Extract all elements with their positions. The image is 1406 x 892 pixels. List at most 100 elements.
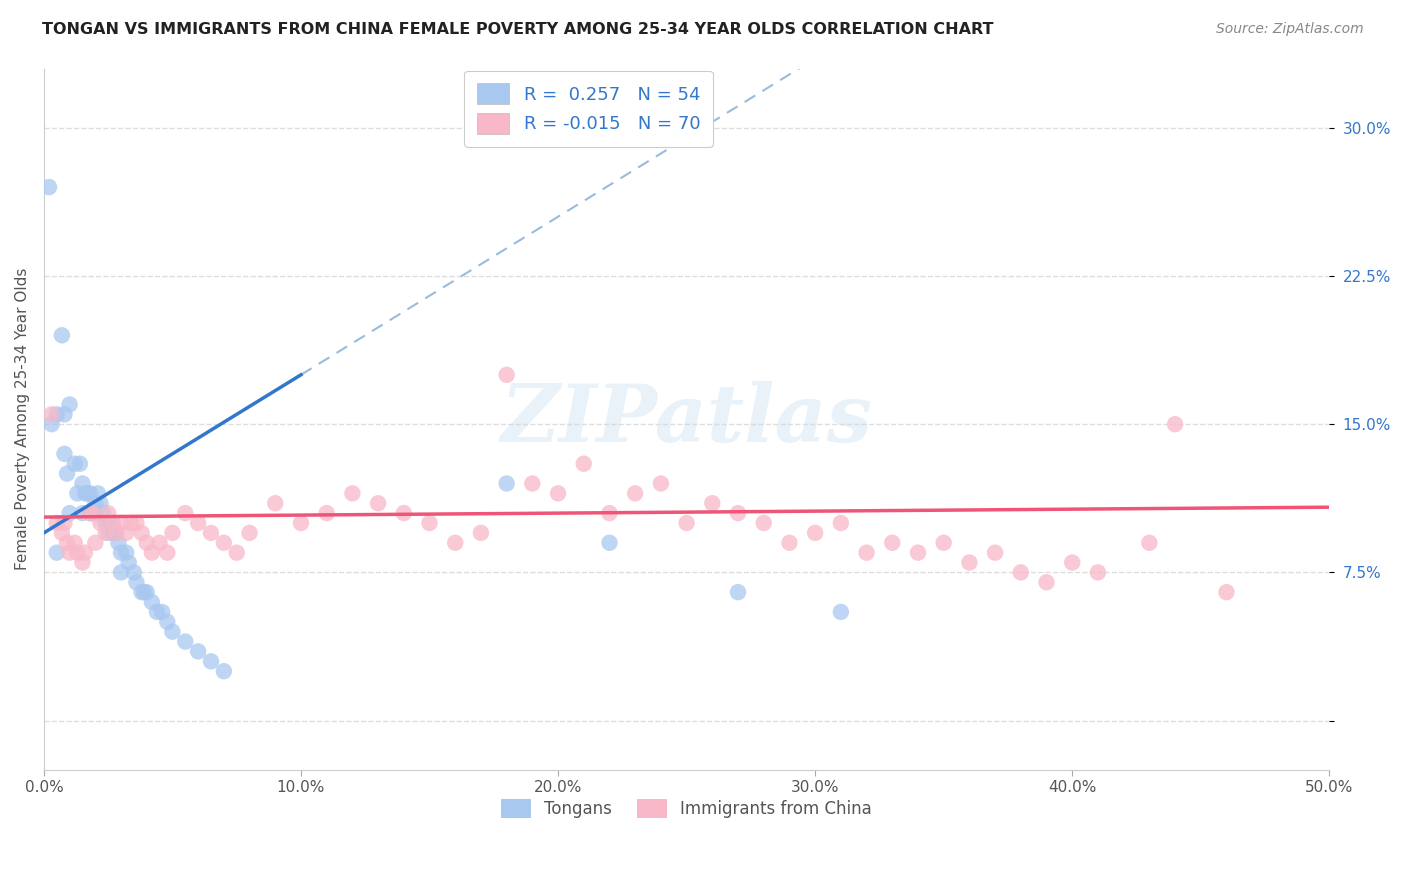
Point [103,525,125,540]
Point [91,506,114,520]
Point [187,516,209,530]
Point [367,496,389,510]
Point [572,457,595,471]
Point [855,546,877,560]
Point [100,516,122,530]
Point [94,516,117,530]
Point [727,506,749,520]
Point [51,328,73,343]
Point [89,496,111,510]
Point [118,556,141,570]
Point [104,525,127,540]
Point [134,585,156,599]
Point [97,525,120,540]
Point [342,486,364,500]
Point [59,397,82,411]
Point [76,486,98,500]
Point [162,525,184,540]
Point [212,535,235,549]
Point [82,506,104,520]
Point [650,476,672,491]
Point [59,546,82,560]
Point [82,506,104,520]
Point [675,516,697,530]
Point [238,525,260,540]
Point [84,506,107,520]
Point [135,585,157,599]
Point [73,546,96,560]
Point [174,634,197,648]
Point [1062,556,1084,570]
Point [752,516,775,530]
Point [495,476,517,491]
Point [392,506,415,520]
Point [264,496,287,510]
Point [150,605,173,619]
Point [110,566,132,580]
Point [45,516,67,530]
Point [932,535,955,549]
Point [470,525,492,540]
Point [69,457,91,471]
Point [702,496,724,510]
Point [162,624,184,639]
Point [598,535,620,549]
Point [315,506,337,520]
Point [141,595,163,609]
Point [1215,585,1237,599]
Point [84,535,107,549]
Point [79,486,101,500]
Point [122,566,145,580]
Point [53,516,76,530]
Point [45,546,67,560]
Point [444,535,467,549]
Point [51,525,73,540]
Point [957,556,980,570]
Point [110,516,132,530]
Point [1087,566,1109,580]
Point [135,535,157,549]
Point [187,644,209,658]
Point [38,180,60,194]
Point [41,407,63,421]
Point [624,486,647,500]
Point [89,516,111,530]
Point [1164,417,1187,432]
Point [115,546,138,560]
Point [72,556,94,570]
Point [984,546,1007,560]
Point [97,506,120,520]
Point [97,516,120,530]
Point [1035,575,1057,590]
Point [73,486,96,500]
Point [727,585,749,599]
Legend: Tongans, Immigrants from China: Tongans, Immigrants from China [495,792,879,825]
Point [495,368,517,382]
Text: ZIPatlas: ZIPatlas [501,381,873,458]
Point [72,506,94,520]
Point [41,417,63,432]
Point [53,447,76,461]
Point [131,585,153,599]
Point [174,506,197,520]
Point [156,615,179,629]
Point [146,605,169,619]
Point [830,605,852,619]
Point [63,457,86,471]
Point [148,535,170,549]
Point [804,525,827,540]
Point [200,654,222,668]
Point [110,546,132,560]
Point [830,516,852,530]
Point [79,506,101,520]
Point [59,506,82,520]
Point [53,407,76,421]
Point [72,476,94,491]
Point [84,496,107,510]
Point [125,575,148,590]
Point [107,535,129,549]
Point [290,516,312,530]
Point [45,407,67,421]
Point [104,525,127,540]
Point [522,476,544,491]
